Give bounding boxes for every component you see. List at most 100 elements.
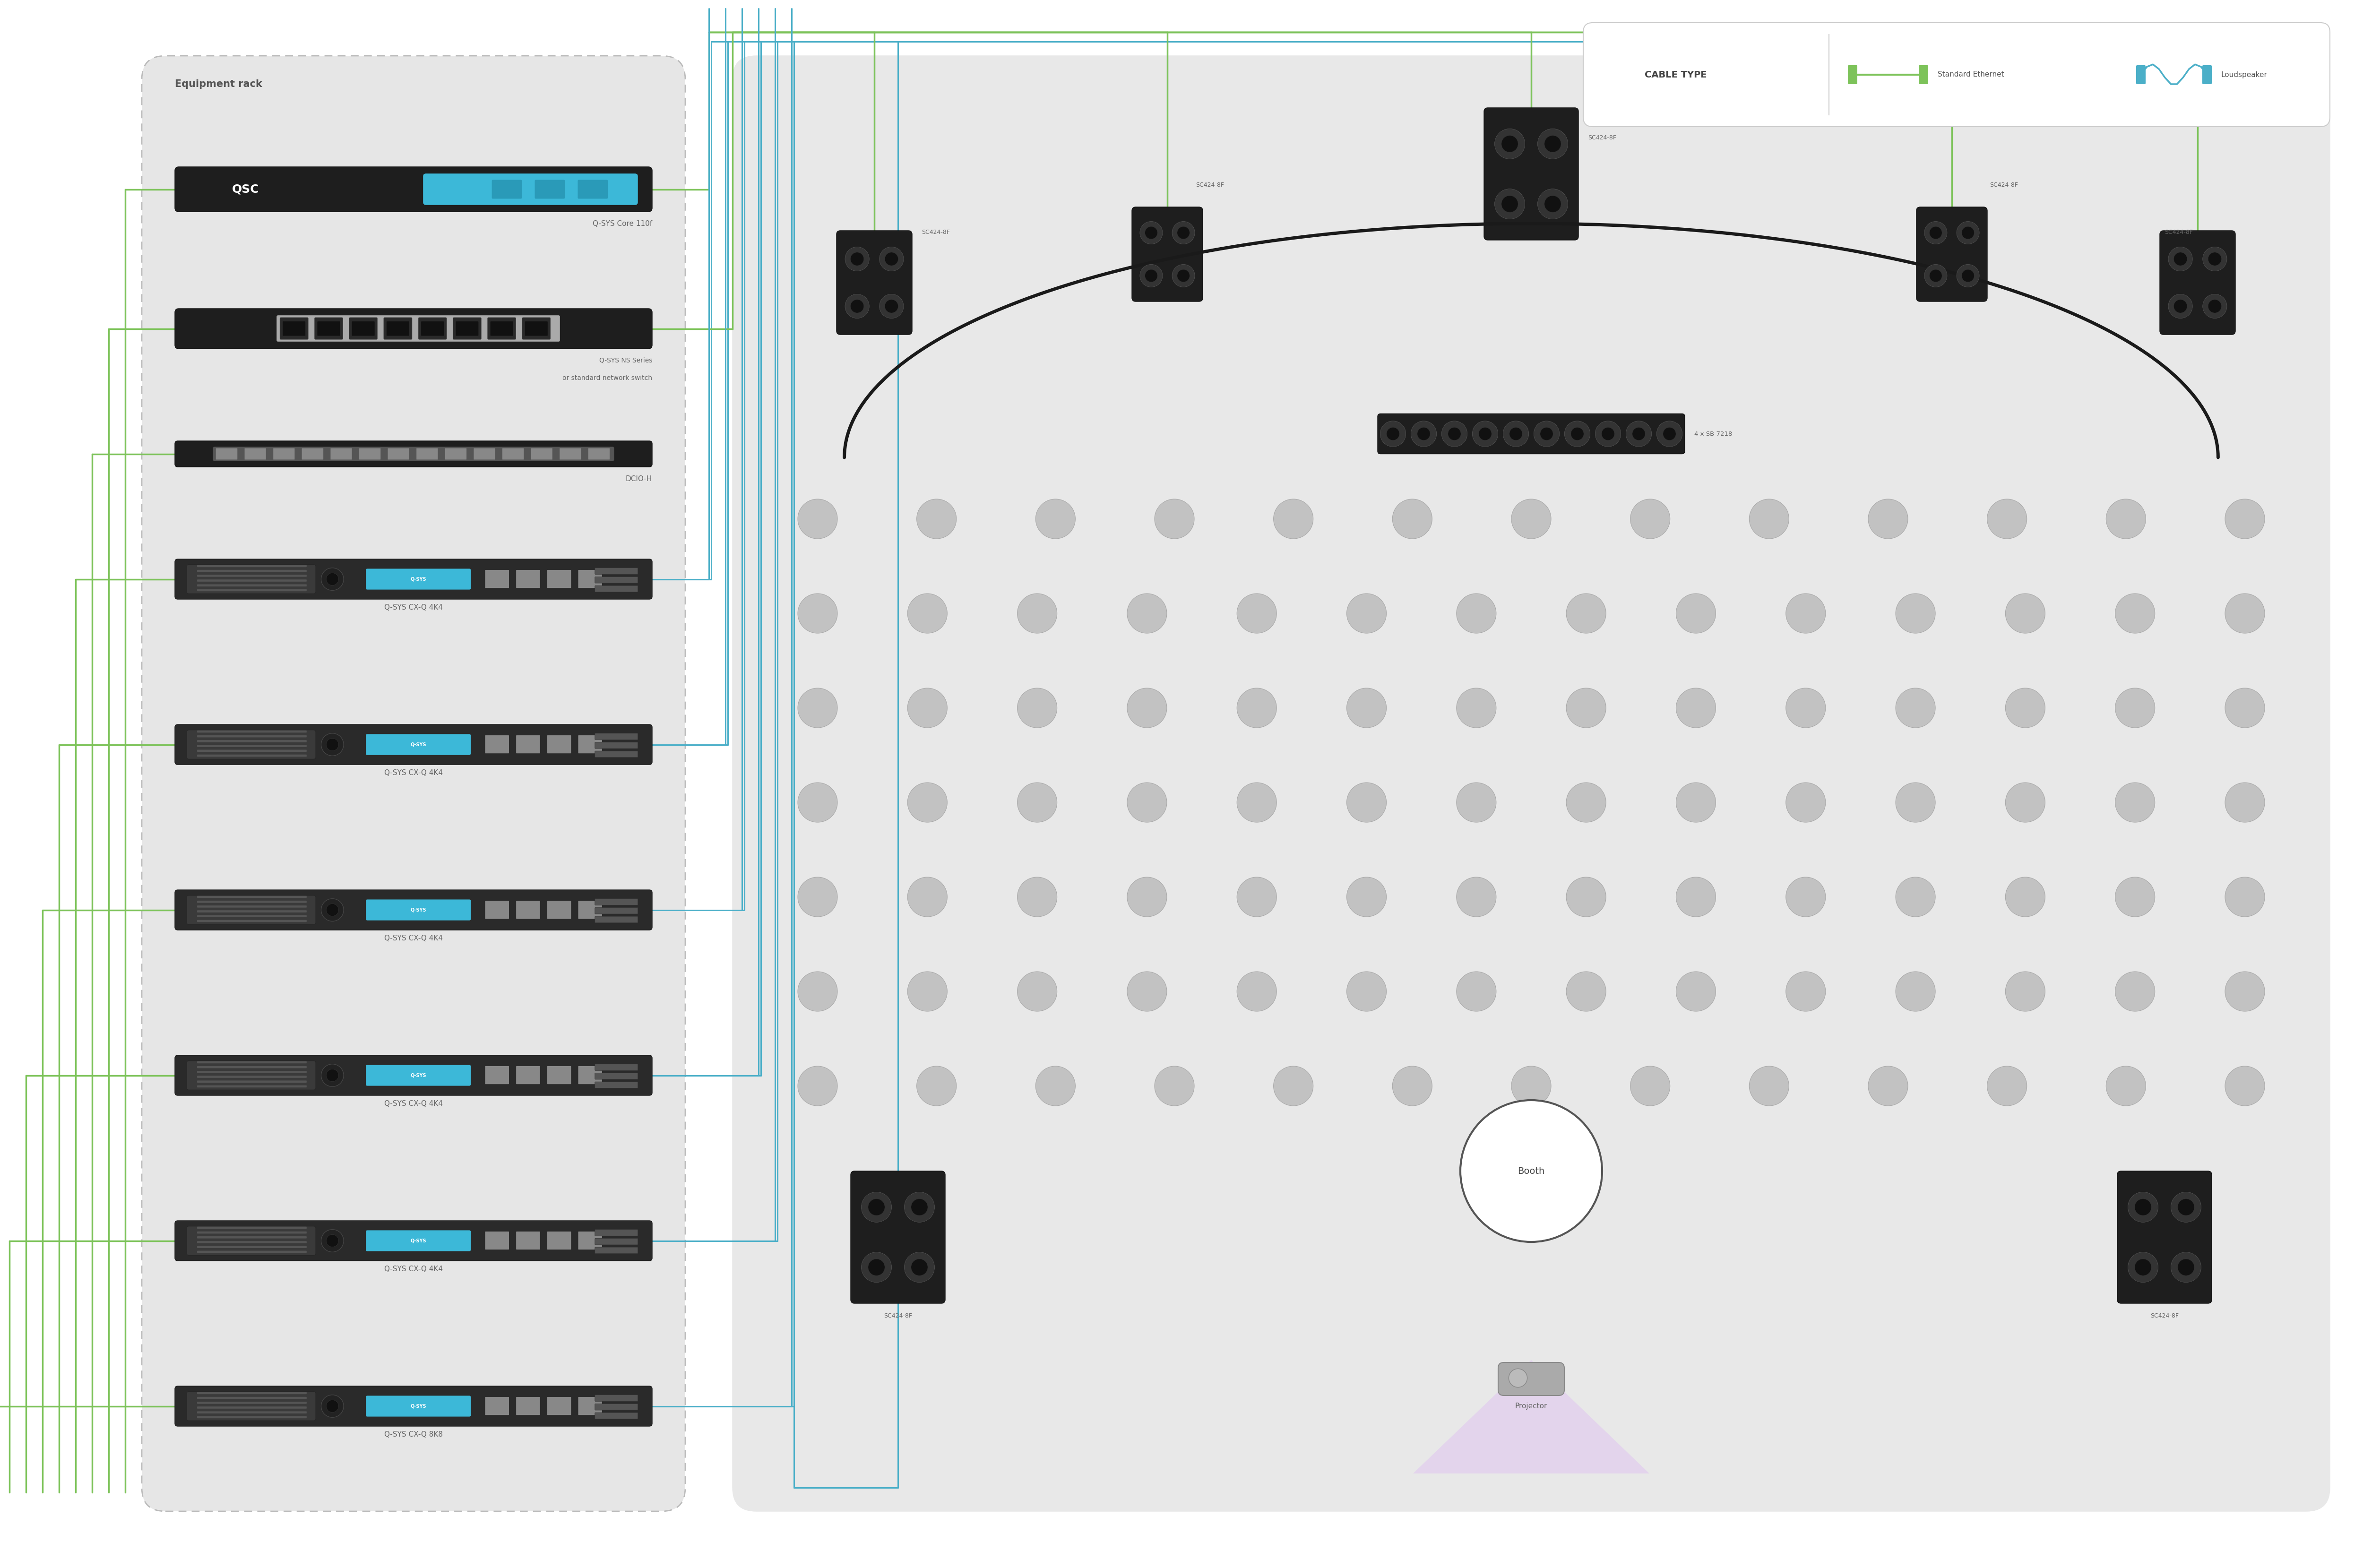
FancyBboxPatch shape [196, 731, 307, 732]
FancyBboxPatch shape [196, 911, 307, 913]
Circle shape [846, 295, 870, 318]
Polygon shape [1413, 1359, 1649, 1474]
FancyBboxPatch shape [421, 321, 444, 336]
Circle shape [1018, 877, 1056, 917]
Text: Q-SYS CX-Q 4K4: Q-SYS CX-Q 4K4 [385, 935, 442, 942]
FancyBboxPatch shape [595, 916, 638, 924]
Circle shape [1018, 688, 1056, 728]
Text: SC424-8F: SC424-8F [2165, 229, 2193, 235]
Circle shape [1127, 688, 1167, 728]
Circle shape [2226, 972, 2264, 1011]
FancyBboxPatch shape [515, 900, 541, 919]
FancyBboxPatch shape [595, 1082, 638, 1088]
Circle shape [1127, 782, 1167, 822]
Circle shape [1236, 688, 1276, 728]
Circle shape [1595, 420, 1621, 447]
Circle shape [1541, 428, 1552, 441]
FancyBboxPatch shape [175, 1055, 652, 1096]
Circle shape [799, 499, 837, 539]
Circle shape [1786, 782, 1827, 822]
Circle shape [907, 877, 948, 917]
FancyBboxPatch shape [352, 321, 376, 336]
Circle shape [799, 594, 837, 633]
Circle shape [1923, 221, 1947, 245]
FancyBboxPatch shape [444, 448, 466, 459]
FancyBboxPatch shape [196, 754, 307, 757]
Circle shape [2172, 1192, 2200, 1221]
FancyBboxPatch shape [196, 895, 307, 898]
Text: Equipment rack: Equipment rack [175, 80, 262, 89]
FancyBboxPatch shape [366, 569, 470, 590]
FancyBboxPatch shape [1378, 414, 1685, 453]
FancyBboxPatch shape [383, 317, 411, 339]
FancyBboxPatch shape [454, 317, 482, 339]
FancyBboxPatch shape [492, 321, 513, 336]
Circle shape [1895, 782, 1935, 822]
Circle shape [1512, 499, 1550, 539]
FancyBboxPatch shape [187, 895, 317, 925]
FancyBboxPatch shape [187, 731, 317, 759]
Circle shape [1675, 972, 1716, 1011]
FancyBboxPatch shape [196, 1242, 307, 1243]
Text: QSC: QSC [232, 183, 260, 194]
Text: Q-SYS CX-Q 4K4: Q-SYS CX-Q 4K4 [385, 604, 442, 612]
FancyBboxPatch shape [484, 1397, 508, 1414]
Circle shape [1127, 877, 1167, 917]
Circle shape [912, 1259, 929, 1276]
Circle shape [1496, 129, 1524, 158]
FancyBboxPatch shape [350, 317, 378, 339]
Circle shape [1567, 688, 1607, 728]
Circle shape [1139, 265, 1163, 287]
Circle shape [2105, 1066, 2146, 1105]
Circle shape [1957, 265, 1980, 287]
Circle shape [799, 782, 837, 822]
Circle shape [1630, 1066, 1671, 1105]
Circle shape [867, 1200, 884, 1215]
Text: SC424-8F: SC424-8F [2150, 1312, 2179, 1319]
Circle shape [321, 1065, 343, 1087]
Circle shape [1786, 594, 1827, 633]
FancyBboxPatch shape [331, 448, 352, 459]
Circle shape [321, 568, 343, 591]
Circle shape [1456, 594, 1496, 633]
Circle shape [2006, 688, 2044, 728]
Text: CABLE TYPE: CABLE TYPE [1645, 71, 1706, 78]
FancyBboxPatch shape [595, 734, 638, 740]
Circle shape [1018, 594, 1056, 633]
Circle shape [884, 299, 898, 314]
FancyBboxPatch shape [196, 1085, 307, 1088]
FancyBboxPatch shape [215, 448, 236, 459]
Circle shape [851, 299, 865, 314]
FancyBboxPatch shape [515, 1231, 541, 1250]
Circle shape [1274, 499, 1314, 539]
Text: SC424-8F: SC424-8F [1196, 182, 1224, 188]
Circle shape [799, 688, 837, 728]
Circle shape [1146, 270, 1158, 282]
FancyBboxPatch shape [595, 1065, 638, 1071]
Circle shape [1508, 1369, 1526, 1388]
Circle shape [1895, 877, 1935, 917]
FancyBboxPatch shape [175, 891, 652, 930]
Text: Q-SYS CX-Q 4K4: Q-SYS CX-Q 4K4 [385, 1101, 442, 1107]
Circle shape [1392, 1066, 1432, 1105]
Circle shape [1479, 428, 1491, 441]
Circle shape [321, 1229, 343, 1251]
Text: 4 x SB 7218: 4 x SB 7218 [1694, 431, 1732, 437]
FancyBboxPatch shape [196, 1397, 307, 1399]
Circle shape [1786, 688, 1827, 728]
FancyBboxPatch shape [534, 180, 565, 199]
Circle shape [905, 1192, 933, 1221]
Circle shape [321, 1396, 343, 1417]
Circle shape [1534, 420, 1560, 447]
FancyBboxPatch shape [484, 735, 508, 753]
Circle shape [2134, 1259, 2150, 1276]
Circle shape [1675, 877, 1716, 917]
FancyBboxPatch shape [388, 448, 409, 459]
FancyBboxPatch shape [2160, 230, 2235, 334]
Circle shape [799, 1066, 837, 1105]
FancyBboxPatch shape [2136, 66, 2146, 85]
FancyBboxPatch shape [196, 590, 307, 591]
Circle shape [2006, 972, 2044, 1011]
Circle shape [2129, 1253, 2157, 1283]
FancyBboxPatch shape [473, 448, 496, 459]
